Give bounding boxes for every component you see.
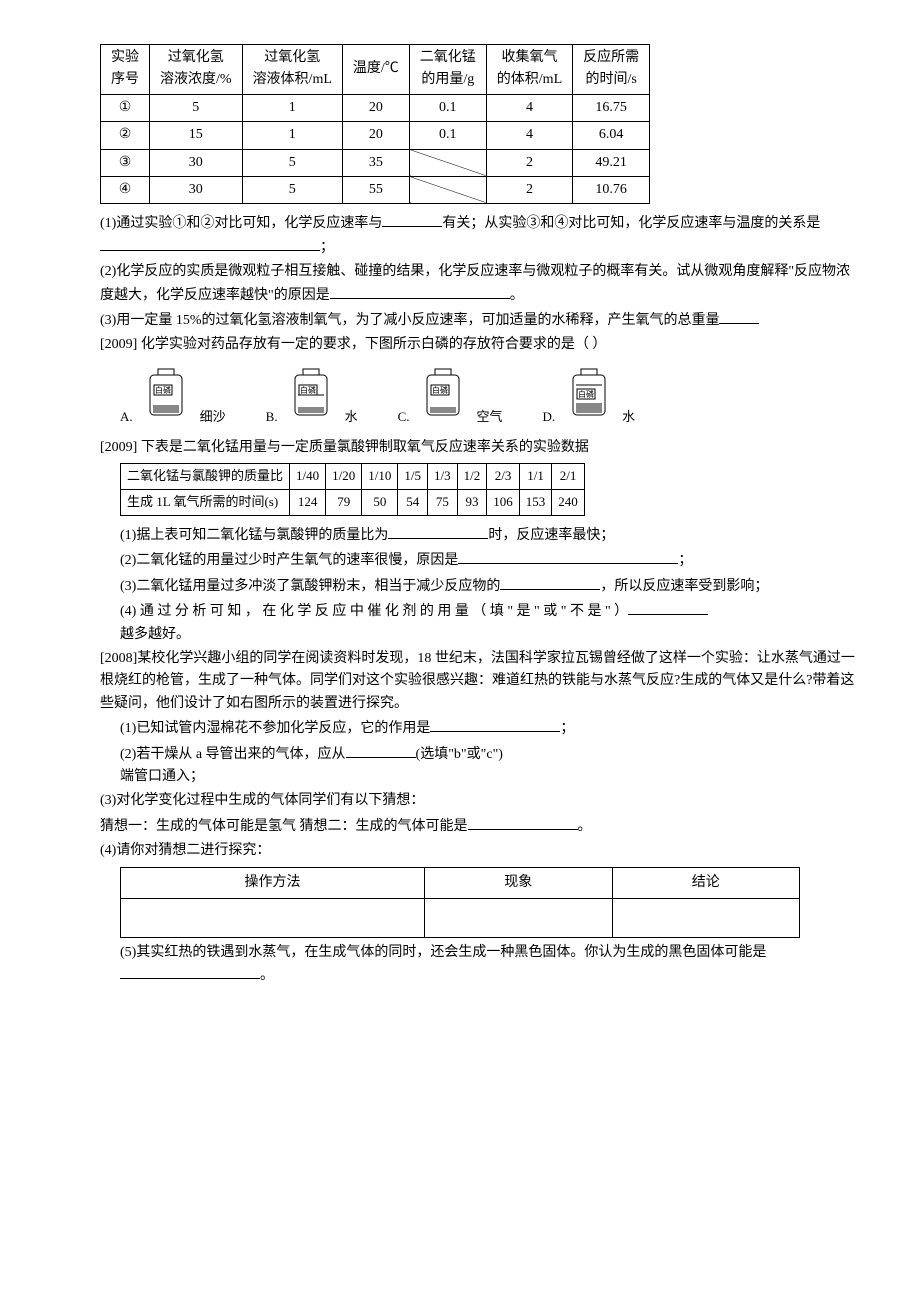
cell[interactable]	[121, 898, 425, 937]
p4: (4)请你对猜想二进行探究：	[100, 840, 860, 862]
blank[interactable]	[120, 964, 260, 979]
bottle-icon: 白磷	[559, 365, 619, 421]
blank[interactable]	[628, 600, 708, 615]
bottle-icon: 白磷	[136, 365, 196, 421]
p3a: 猜想一：生成的气体可能是氢气 猜想二：生成的气体可能是。	[100, 815, 860, 838]
sub-q4: (4) 通 过 分 析 可 知 ， 在 化 学 反 应 中 催 化 剂 的 用 …	[120, 600, 860, 646]
bottle-icon: 白磷	[413, 365, 473, 421]
blank[interactable]	[100, 236, 320, 251]
option-d[interactable]: D. 白磷 水	[543, 365, 636, 429]
experiment-table: 实验序号过氧化氢溶液浓度/%过氧化氢溶液体积/mL温度/℃二氧化锰的用量/g收集…	[100, 44, 650, 204]
option-a[interactable]: A. 白磷 细沙	[120, 365, 226, 429]
options-row: A. 白磷 细沙 B. 白磷 水 C. 白磷 空气	[120, 365, 860, 429]
blank[interactable]	[468, 815, 578, 830]
col-method: 操作方法	[121, 867, 425, 898]
svg-text:白磷: 白磷	[155, 385, 171, 395]
blank[interactable]	[388, 524, 488, 539]
question-1: (1)通过实验①和②对比可知，化学反应速率与有关；从实验③和④对比可知，化学反应…	[100, 212, 860, 259]
sub-q1: (1)据上表可知二氧化锰与氯酸钾的质量比为时，反应速率最快；	[120, 524, 860, 547]
p1: (1)已知试管内湿棉花不参加化学反应，它的作用是；	[120, 717, 860, 740]
question-3: (3)用一定量 15%的过氧化氢溶液制氧气，为了减小反应速率，可加适量的水稀释，…	[100, 309, 860, 332]
cell[interactable]	[612, 898, 799, 937]
option-c[interactable]: C. 白磷 空气	[398, 365, 503, 429]
q2009a-stem: [2009] 化学实验对药品存放有一定的要求，下图所示白磷的存放符合要求的是（ …	[100, 334, 860, 356]
svg-text:白磷: 白磷	[432, 385, 448, 395]
blank[interactable]	[458, 549, 678, 564]
svg-text:白磷: 白磷	[300, 385, 316, 395]
p3: (3)对化学变化过程中生成的气体同学们有以下猜想：	[100, 790, 860, 812]
blank[interactable]	[346, 743, 416, 758]
question-2: (2)化学反应的实质是微观粒子相互接触、碰撞的结果，化学反应速率与微观粒子的概率…	[100, 261, 860, 307]
q2008-stem: [2008]某校化学兴趣小组的同学在阅读资料时发现，18 世纪末，法国科学家拉瓦…	[100, 648, 860, 715]
ratio-table: 二氧化锰与氯酸钾的质量比1/401/201/101/51/31/22/31/12…	[120, 463, 585, 516]
bottle-icon: 白磷	[281, 365, 341, 421]
col-conclusion: 结论	[612, 867, 799, 898]
p5: (5)其实红热的铁遇到水蒸气，在生成气体的同时，还会生成一种黑色固体。你认为生成…	[120, 942, 860, 988]
sub-q3: (3)二氧化锰用量过多冲淡了氯酸钾粉末，相当于减少反应物的，所以反应速率受到影响…	[120, 575, 860, 598]
blank[interactable]	[330, 284, 510, 299]
inquiry-table: 操作方法 现象 结论	[120, 867, 800, 938]
col-phenomenon: 现象	[425, 867, 612, 898]
cell[interactable]	[425, 898, 612, 937]
svg-text:白磷: 白磷	[578, 389, 594, 399]
blank[interactable]	[430, 717, 560, 732]
p2: (2)若干燥从 a 导管出来的气体，应从(选填"b"或"c") 端管口通入；	[120, 743, 860, 789]
q2009b-stem: [2009] 下表是二氧化锰用量与一定质量氯酸钾制取氧气反应速率关系的实验数据	[100, 437, 860, 459]
blank[interactable]	[719, 309, 759, 324]
sub-q2: (2)二氧化锰的用量过少时产生氧气的速率很慢，原因是；	[120, 549, 860, 572]
option-b[interactable]: B. 白磷 水	[266, 365, 358, 429]
blank[interactable]	[382, 212, 442, 227]
blank[interactable]	[500, 575, 600, 590]
